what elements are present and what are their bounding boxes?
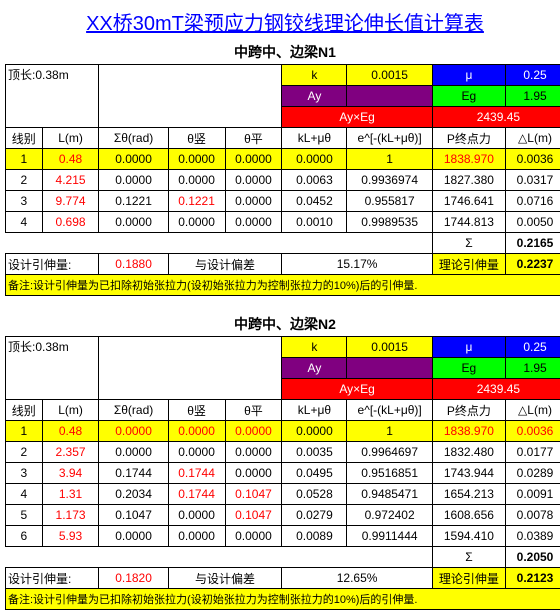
param-k-val: 0.0015: [347, 337, 432, 358]
dev-label: 与设计偏差: [168, 254, 282, 275]
param-ayeg-label: Ay×Eg: [282, 107, 432, 128]
table-row: 22.3570.00000.00000.00000.00350.99646971…: [6, 442, 560, 463]
dev-val: 12.65%: [282, 568, 432, 589]
header-row: 线别L(m)Σθ(rad)θ竖θ平kL+μθe^[-(kL+μθ)]P终点力△L…: [6, 400, 560, 421]
note: 备注:设计引伸量为已扣除初始张拉力(设初始张拉力为控制张拉力的10%)后的引伸量…: [6, 275, 560, 296]
table-row: 24.2150.00000.00000.00000.00630.99369741…: [6, 170, 560, 191]
design-val: 0.1880: [99, 254, 168, 275]
param-ayeg-val: 2439.45: [432, 379, 560, 400]
param-eg-label: Eg: [432, 86, 505, 107]
theo-label: 理论引伸量: [432, 568, 505, 589]
table-row: 33.940.17440.17440.00000.04950.951685117…: [6, 463, 560, 484]
table-row: 39.7740.12210.12210.00000.04520.95581717…: [6, 191, 560, 212]
page-title: XX桥30mT梁预应力钢铰线理论伸长值计算表: [5, 7, 560, 36]
param-eg-val: 1.95: [505, 358, 560, 379]
table-row: 10.480.00000.00000.00000.000011838.9700.…: [6, 421, 560, 442]
dev-label: 与设计偏差: [168, 568, 282, 589]
param-ay-val: [347, 86, 432, 107]
param-mu-label: μ: [432, 65, 505, 86]
calc-table: 顶长:0.38m k0.0015μ0.25 Ay Eg1.95 Ay×Eg2439.45…: [5, 64, 560, 296]
table-row: 51.1730.10470.00000.10470.02790.97240216…: [6, 505, 560, 526]
table-row: 41.310.20340.17440.10470.05280.948547116…: [6, 484, 560, 505]
param-k-label: k: [282, 65, 347, 86]
sigma-val: 0.2050: [505, 547, 560, 568]
design-label: 设计引伸量:: [6, 568, 99, 589]
top-length: 顶长:0.38m: [6, 337, 99, 400]
top-length: 顶长:0.38m: [6, 65, 99, 128]
sigma-label: Σ: [432, 233, 505, 254]
param-ay-label: Ay: [282, 86, 347, 107]
design-label: 设计引伸量:: [6, 254, 99, 275]
theo-label: 理论引伸量: [432, 254, 505, 275]
table-row: 65.930.00000.00000.00000.00890.991144415…: [6, 526, 560, 547]
param-mu-label: μ: [432, 337, 505, 358]
header-row: 线别L(m)Σθ(rad)θ竖θ平kL+μθe^[-(kL+μθ)]P终点力△L…: [6, 128, 560, 149]
param-eg-val: 1.95: [505, 86, 560, 107]
param-ay-val: [347, 358, 432, 379]
section-subtitle: 中跨中、边梁N2: [5, 312, 560, 336]
param-k-label: k: [282, 337, 347, 358]
dev-val: 15.17%: [282, 254, 432, 275]
table-row: 40.6980.00000.00000.00000.00100.99895351…: [6, 212, 560, 233]
note: 备注:设计引伸量为已扣除初始张拉力(设初始张拉力为控制张拉力的10%)后的引伸量…: [6, 589, 560, 610]
param-ayeg-val: 2439.45: [432, 107, 560, 128]
param-eg-label: Eg: [432, 358, 505, 379]
theo-val: 0.2123: [505, 568, 560, 589]
design-val: 0.1820: [99, 568, 168, 589]
param-mu-val: 0.25: [505, 337, 560, 358]
param-k-val: 0.0015: [347, 65, 432, 86]
calc-table: 顶长:0.38m k0.0015μ0.25 Ay Eg1.95 Ay×Eg2439.45…: [5, 336, 560, 610]
theo-val: 0.2237: [505, 254, 560, 275]
param-mu-val: 0.25: [505, 65, 560, 86]
sigma-label: Σ: [432, 547, 505, 568]
section-subtitle: 中跨中、边梁N1: [5, 40, 560, 64]
sigma-val: 0.2165: [505, 233, 560, 254]
table-row: 10.480.00000.00000.00000.000011838.9700.…: [6, 149, 560, 170]
param-ayeg-label: Ay×Eg: [282, 379, 432, 400]
param-ay-label: Ay: [282, 358, 347, 379]
